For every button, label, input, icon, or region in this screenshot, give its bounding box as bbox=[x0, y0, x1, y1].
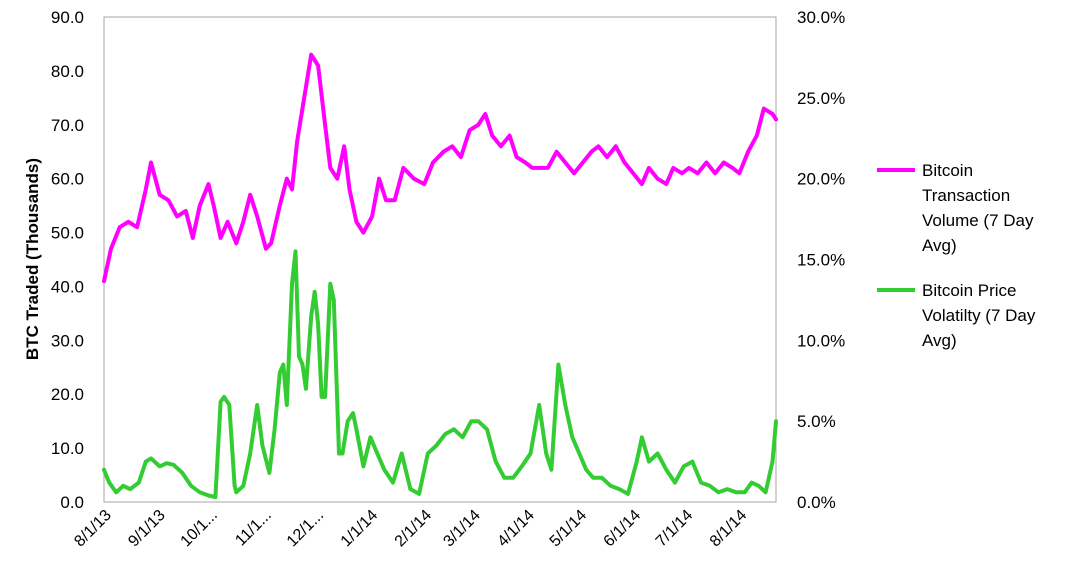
left-axis-tick-label: 20.0 bbox=[51, 385, 84, 404]
series-line-price-volatility bbox=[102, 249, 778, 500]
legend-label: Volatilty (7 Day bbox=[922, 306, 1036, 325]
left-axis-tick-label: 80.0 bbox=[51, 62, 84, 81]
left-axis-tick-label: 60.0 bbox=[51, 170, 84, 189]
left-axis-tick-label: 70.0 bbox=[51, 116, 84, 135]
y-axis-title: BTC Traded (Thousands) bbox=[23, 158, 42, 360]
right-axis-tick-label: 10.0% bbox=[797, 331, 845, 350]
right-axis-tick-label: 20.0% bbox=[797, 170, 845, 189]
series-line-transaction-volume bbox=[102, 52, 778, 284]
left-axis-tick-label: 30.0 bbox=[51, 331, 84, 350]
legend: Bitcoin Transaction Volume (7 Day Avg) Bitco… bbox=[877, 161, 1036, 350]
left-axis-tick-label: 50.0 bbox=[51, 224, 84, 243]
legend-label: Avg) bbox=[922, 331, 957, 350]
right-axis-tick-label: 5.0% bbox=[797, 412, 836, 431]
legend-label: Bitcoin bbox=[922, 161, 973, 180]
left-axis-tick-label: 90.0 bbox=[51, 8, 84, 27]
left-axis-tick-labels: 0.0 10.0 20.0 30.0 40.0 50.0 60.0 70.0 80.0 90.0 bbox=[51, 8, 84, 512]
left-axis-tick-label: 0.0 bbox=[60, 493, 84, 512]
series-lines bbox=[102, 52, 778, 500]
left-axis-tick-label: 40.0 bbox=[51, 277, 84, 296]
legend-label: Bitcoin Price bbox=[922, 281, 1016, 300]
legend-label: Transaction bbox=[922, 186, 1010, 205]
right-axis-tick-label: 0.0% bbox=[797, 493, 836, 512]
legend-label: Volume (7 Day bbox=[922, 211, 1034, 230]
plot-area-frame bbox=[103, 16, 777, 503]
right-axis-tick-label: 15.0% bbox=[797, 251, 845, 270]
left-axis-tick-label: 10.0 bbox=[51, 439, 84, 458]
legend-label: Avg) bbox=[922, 236, 957, 255]
right-axis-tick-labels: 0.0% 5.0% 10.0% 15.0% 20.0% 25.0% 30.0% bbox=[797, 8, 845, 512]
right-axis-tick-label: 30.0% bbox=[797, 8, 845, 27]
right-axis-tick-label: 25.0% bbox=[797, 89, 845, 108]
